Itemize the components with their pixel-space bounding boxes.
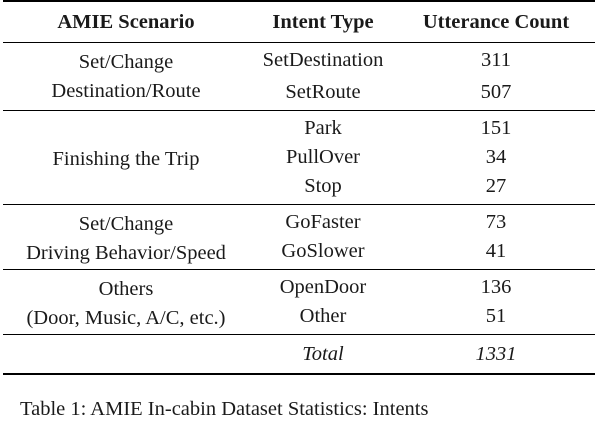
table-caption: Table 1: AMIE In-cabin Dataset Statistic…: [20, 398, 429, 420]
statistics-table: AMIE Scenario Intent Type Utterance Coun…: [3, 0, 595, 375]
intent-cell: GoFaster: [285, 211, 361, 233]
table-row: Set/Change Driving Behavior/Speed GoFast…: [3, 205, 595, 264]
scenario-label: (Door, Music, A/C, etc.): [26, 306, 226, 329]
total-label: Total: [302, 342, 344, 365]
scenario-label: Driving Behavior/Speed: [26, 241, 226, 264]
scenario-group: Set/Change Destination/Route SetDestinat…: [3, 43, 595, 111]
total-count: 1331: [475, 342, 517, 365]
count-cell: 34: [485, 146, 507, 168]
intent-cell: Other: [299, 305, 347, 327]
total-group: Total 1331: [3, 335, 595, 375]
table-row: PullOver 34: [3, 143, 595, 172]
scenario-label: Others: [98, 277, 154, 300]
table-row: Others (Door, Music, A/C, etc.) OpenDoor…: [3, 270, 595, 329]
intent-cell: PullOver: [285, 146, 361, 168]
intent-cell: OpenDoor: [279, 276, 367, 298]
scenario-cell: Others (Door, Music, A/C, etc.): [3, 270, 249, 335]
table-row: Other 51: [3, 302, 595, 335]
intent-cell: SetDestination: [262, 49, 384, 71]
header-intent-type: Intent Type: [249, 0, 397, 43]
scenario-label: Finishing the Trip: [52, 147, 200, 170]
count-cell: 507: [480, 81, 512, 103]
header-row: AMIE Scenario Intent Type Utterance Coun…: [3, 0, 595, 43]
scenario-label: Destination/Route: [51, 79, 201, 102]
count-cell: 311: [481, 49, 511, 71]
intent-cell: Park: [304, 117, 342, 139]
intent-cell: Stop: [304, 175, 342, 197]
count-cell: 73: [485, 211, 507, 233]
scenario-group: Finishing the Trip Park 151 PullOver 34 …: [3, 111, 595, 205]
header-scenario: AMIE Scenario: [3, 0, 249, 43]
count-cell: 136: [480, 276, 512, 298]
scenario-cell: Set/Change Driving Behavior/Speed: [3, 205, 249, 270]
intent-cell: SetRoute: [285, 81, 361, 103]
count-cell: 41: [485, 240, 507, 262]
scenario-cell: Set/Change Destination/Route: [3, 43, 249, 111]
scenario-group: Set/Change Driving Behavior/Speed GoFast…: [3, 205, 595, 270]
total-row: Total 1331: [3, 335, 595, 375]
table-row: Finishing the Trip Park 151: [3, 111, 595, 170]
scenario-label: Set/Change: [78, 50, 174, 73]
scenario-label: Set/Change: [78, 212, 174, 235]
total-empty-cell: [3, 335, 249, 375]
scenario-group: Others (Door, Music, A/C, etc.) OpenDoor…: [3, 270, 595, 335]
intent-cell: GoSlower: [281, 240, 365, 262]
header-utterance-count: Utterance Count: [397, 0, 595, 43]
scenario-cell: Finishing the Trip: [3, 111, 249, 205]
count-cell: 151: [480, 117, 512, 139]
table-row: Set/Change Destination/Route SetDestinat…: [3, 43, 595, 102]
count-cell: 51: [485, 305, 507, 327]
table-row: GoSlower 41: [3, 237, 595, 270]
table-row: Stop 27: [3, 172, 595, 205]
count-cell: 27: [485, 175, 507, 197]
table-row: SetRoute 507: [3, 78, 595, 111]
